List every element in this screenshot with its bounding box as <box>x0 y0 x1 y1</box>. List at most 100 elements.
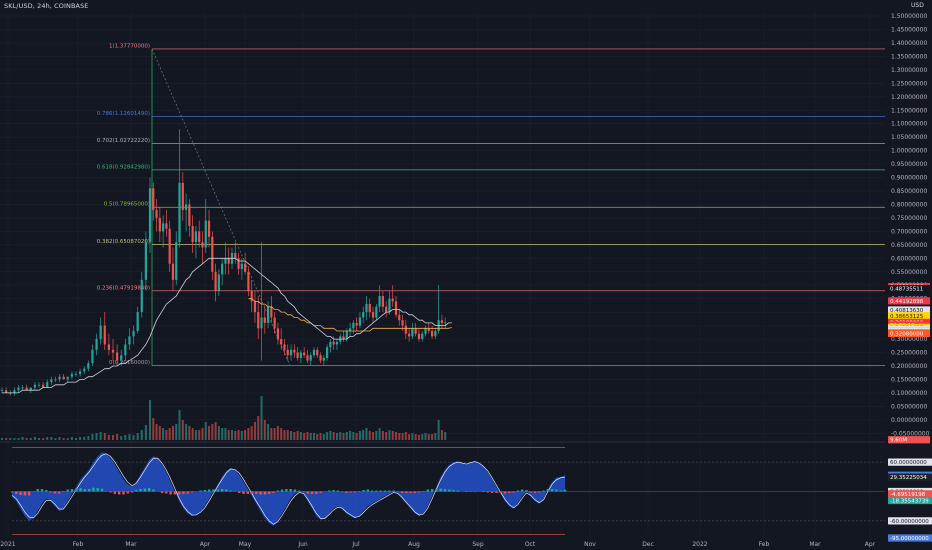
volume-bar <box>381 431 384 440</box>
candle-body <box>116 352 119 361</box>
price-tick-label: 0.00000000 <box>891 417 927 424</box>
histogram-bar <box>542 490 545 492</box>
time-tick-label: 2021 <box>0 541 15 548</box>
histogram-bar <box>143 488 147 492</box>
volume-bar <box>50 437 53 440</box>
histogram-bar <box>216 489 219 492</box>
volume-bar <box>87 436 90 440</box>
histogram-bar <box>255 491 258 494</box>
volume-bar <box>191 428 194 440</box>
histogram-bar <box>199 490 202 492</box>
price-tick-label: 0.05000000 <box>891 403 927 410</box>
price-tag-label: 0.38653125 <box>890 314 924 320</box>
volume-bar <box>326 432 329 440</box>
histogram-bar <box>220 489 224 492</box>
volume-bar <box>29 438 32 440</box>
candle-body <box>368 304 371 313</box>
volume-bar <box>120 436 123 440</box>
price-tag-label: 0.40813630 <box>890 308 924 314</box>
histogram-bar <box>126 491 129 494</box>
volume-bar <box>267 424 270 440</box>
histogram-bar <box>563 489 567 492</box>
volume-bar <box>168 428 171 440</box>
histogram-bar <box>225 489 228 492</box>
volume-bar <box>391 431 394 440</box>
histogram-bar <box>405 491 408 493</box>
volume-bar <box>296 431 299 440</box>
trend-line[interactable] <box>151 48 291 366</box>
candle-body <box>329 341 332 348</box>
volume-bar <box>414 434 417 440</box>
price-tick-label: 0.65000000 <box>891 242 927 249</box>
volume-bar <box>46 437 49 440</box>
fib-retracement[interactable]: 1(1.37770000) 0.786(1.12601490) 0.702(1.02… <box>97 43 885 366</box>
volume-bar <box>25 438 28 440</box>
volume-bar <box>13 438 16 440</box>
candle-body <box>111 349 115 353</box>
wave-area <box>12 452 565 526</box>
histogram-bar <box>242 491 245 494</box>
histogram-bar <box>362 490 365 492</box>
histogram-bar <box>456 490 460 492</box>
time-tick-label: 2022 <box>692 541 707 548</box>
time-tick-label: Oct <box>525 541 536 548</box>
volume-bar <box>401 433 404 440</box>
candle-body <box>224 258 227 264</box>
histogram-bar <box>276 490 279 492</box>
histogram-bar <box>298 490 301 492</box>
volume-bar <box>247 428 250 440</box>
histogram-bar <box>15 491 18 494</box>
histogram-bar <box>328 490 331 492</box>
currency-label[interactable]: USD <box>911 2 924 9</box>
histogram-bar <box>285 489 288 492</box>
volume-bar <box>152 418 155 440</box>
moving-average-white <box>2 257 452 394</box>
candle-body <box>401 320 404 326</box>
histogram-bar <box>430 489 434 492</box>
price-tick-label: 0.10000000 <box>891 390 927 397</box>
histogram-bar <box>512 491 515 493</box>
time-tick-label: Mar <box>809 541 821 548</box>
price-tick-label: 0.90000000 <box>891 175 927 182</box>
volume-bar <box>162 428 165 440</box>
candle-body <box>140 279 143 313</box>
histogram-bar <box>486 491 490 493</box>
candle-body <box>42 384 45 388</box>
candle-body <box>244 263 247 272</box>
volume-bar <box>132 435 135 440</box>
volume-bar <box>198 430 201 440</box>
price-tag-label: 0.48735511 <box>890 287 923 293</box>
volume-bar <box>283 430 286 440</box>
time-axis[interactable]: 2021 Feb Mar Apr May Jun Jul Aug Sep Oct Nov Dec 202… <box>0 541 875 548</box>
histogram-bar <box>293 489 297 492</box>
candle-body <box>342 336 345 340</box>
volume-bar <box>404 432 407 440</box>
volume-bar <box>362 430 365 440</box>
signal-line <box>11 453 566 525</box>
candle-body <box>296 352 299 358</box>
candle-body <box>280 339 283 345</box>
volume-bar <box>237 430 240 440</box>
oscillator-axis[interactable]: 60.0000000033.1857869029.352250340.00000… <box>888 458 932 542</box>
price-axis[interactable]: 1.50000000 1.45000000 1.40000000 1.35000000… <box>891 13 930 437</box>
histogram-bar <box>57 491 61 494</box>
symbol-title: SKL/USD, 24h, COINBASE <box>4 2 89 10</box>
histogram-bar <box>147 488 151 492</box>
candle-body <box>234 252 237 259</box>
volume-bar <box>313 433 315 440</box>
histogram-bar <box>229 490 232 492</box>
volume-bars <box>1 396 447 440</box>
candle-body <box>168 228 171 264</box>
volume-bar <box>149 400 151 440</box>
histogram-bar <box>546 489 550 492</box>
price-tick-label: 0.15000000 <box>891 376 927 383</box>
candle-body <box>217 274 220 291</box>
candle-body <box>411 328 414 337</box>
volume-bar <box>62 438 65 440</box>
candle-body <box>322 357 325 361</box>
volume-bar <box>250 426 253 440</box>
volume-bar <box>349 431 352 440</box>
histogram-bar <box>263 491 267 495</box>
candle-body <box>276 328 280 340</box>
